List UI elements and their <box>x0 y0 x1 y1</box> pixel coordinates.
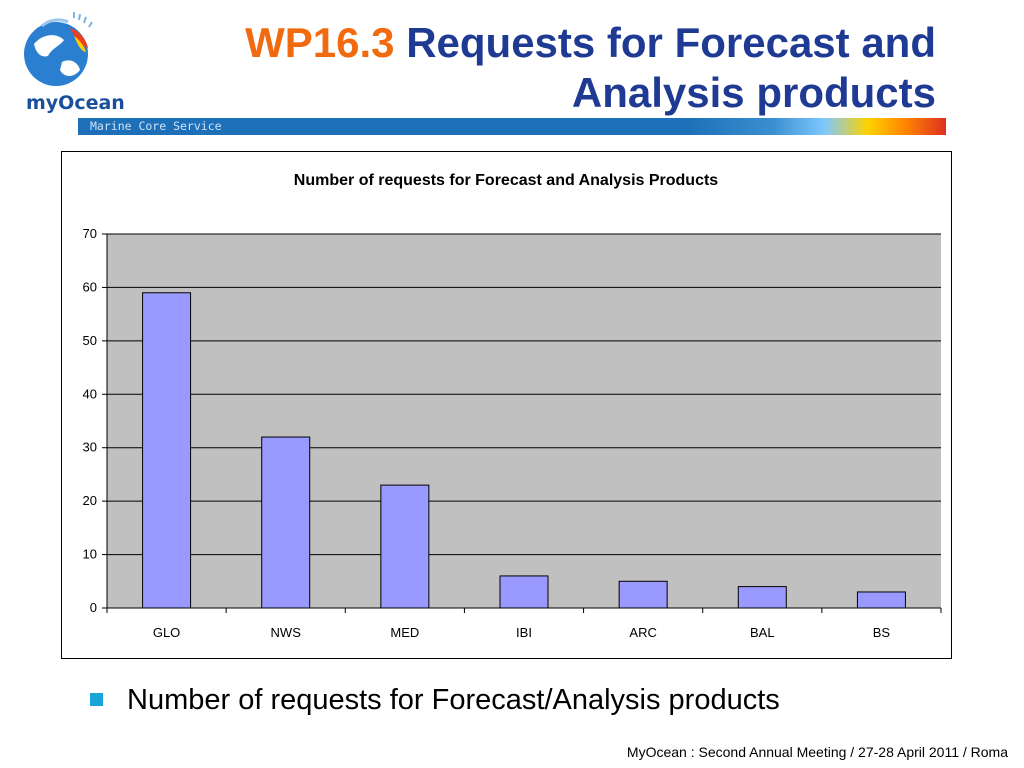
logo-text: myOcean <box>26 92 125 114</box>
bullet-marker <box>90 693 103 706</box>
x-tick-label: BS <box>873 625 891 640</box>
x-tick-label: NWS <box>271 625 302 640</box>
y-tick-label: 60 <box>83 279 97 294</box>
band-label: Marine Core Service <box>90 119 222 133</box>
y-tick-label: 50 <box>83 333 97 348</box>
y-tick-label: 10 <box>83 547 97 562</box>
bar-nws <box>261 436 311 609</box>
title-code: WP16.3 <box>245 19 395 66</box>
plot-area <box>107 234 941 608</box>
bar-med <box>380 484 430 609</box>
title-line1: Requests for Forecast and <box>406 19 936 66</box>
x-tick-label: MED <box>390 625 419 640</box>
y-tick-label: 0 <box>90 600 97 615</box>
y-tick-label: 30 <box>83 440 97 455</box>
bar-chart: Number of requests for Forecast and Anal… <box>83 172 942 640</box>
bar-arc <box>618 580 668 609</box>
bar-glo <box>142 292 192 609</box>
bar-ibi <box>499 575 549 609</box>
bullet-text: Number of requests for Forecast/Analysis… <box>127 684 780 716</box>
bar-bs <box>856 591 906 609</box>
globe-icon <box>24 12 93 86</box>
bar-bal <box>737 586 787 609</box>
y-tick-label: 70 <box>83 226 97 241</box>
x-tick-label: ARC <box>629 625 656 640</box>
x-tick-label: GLO <box>153 625 180 640</box>
title-line2: Analysis products <box>571 69 936 116</box>
x-tick-label: BAL <box>750 625 775 640</box>
chart-title: Number of requests for Forecast and Anal… <box>294 172 719 189</box>
footer-text: MyOcean : Second Annual Meeting / 27-28 … <box>626 744 1008 760</box>
x-tick-label: IBI <box>516 625 532 640</box>
y-tick-label: 20 <box>83 493 97 508</box>
y-tick-label: 40 <box>83 386 97 401</box>
myocean-logo: myOcean <box>12 6 125 114</box>
page-title: WP16.3 Requests for Forecast and Analysi… <box>245 18 936 118</box>
header-band <box>78 118 946 135</box>
